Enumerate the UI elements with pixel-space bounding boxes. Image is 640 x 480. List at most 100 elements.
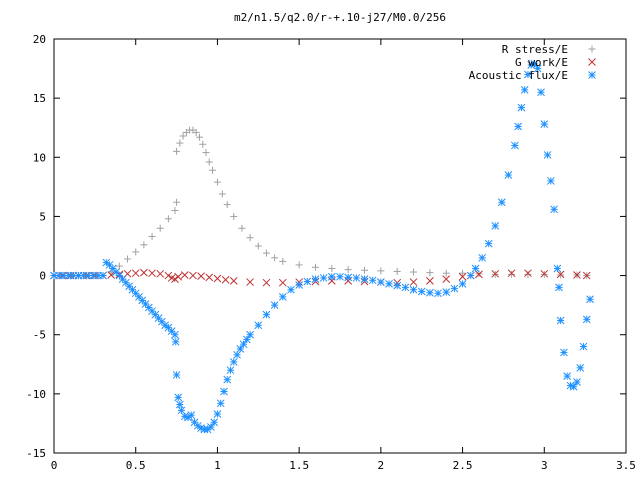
data-point bbox=[442, 269, 450, 277]
data-point bbox=[478, 253, 487, 262]
data-point bbox=[205, 273, 214, 282]
data-point bbox=[262, 278, 271, 287]
x-tick-label: 0 bbox=[51, 459, 58, 472]
data-point bbox=[229, 277, 238, 285]
chart-title: m2/n1.5/q2.0/r-+.10-j27/M0.0/256 bbox=[234, 11, 446, 24]
data-point bbox=[560, 348, 568, 357]
data-point bbox=[360, 275, 369, 283]
data-point bbox=[328, 264, 336, 272]
x-tick-label: 0.5 bbox=[126, 459, 146, 472]
data-point bbox=[409, 285, 418, 294]
data-point bbox=[172, 371, 181, 379]
data-point bbox=[192, 128, 200, 136]
y-tick-label: 5 bbox=[39, 210, 46, 223]
data-point bbox=[311, 263, 319, 271]
legend-label: G work/E bbox=[515, 56, 568, 69]
legend-marker bbox=[588, 58, 596, 66]
data-point bbox=[471, 264, 480, 273]
plot-area-frame bbox=[53, 38, 627, 454]
data-point bbox=[393, 267, 401, 275]
data-point bbox=[555, 283, 563, 292]
legend-label: Acoustic flux/E bbox=[469, 69, 568, 82]
data-point bbox=[361, 266, 369, 274]
data-point bbox=[530, 59, 539, 68]
data-point bbox=[458, 279, 467, 288]
data-point bbox=[156, 269, 165, 278]
y-tick-label: 10 bbox=[33, 151, 46, 164]
data-point bbox=[278, 278, 287, 287]
data-point bbox=[344, 273, 353, 282]
x-tick-label: 3.5 bbox=[616, 459, 636, 472]
data-point bbox=[569, 382, 578, 391]
data-point bbox=[132, 248, 140, 256]
data-point bbox=[175, 400, 184, 409]
data-point bbox=[327, 272, 336, 281]
data-point bbox=[450, 284, 459, 293]
data-point bbox=[164, 271, 173, 280]
data-point bbox=[205, 158, 213, 166]
data-point bbox=[236, 345, 245, 353]
data-point bbox=[221, 275, 230, 284]
data-point bbox=[458, 272, 467, 281]
x-tick-label: 1.5 bbox=[289, 459, 309, 472]
data-point bbox=[209, 166, 217, 174]
series-2 bbox=[50, 59, 594, 434]
data-point bbox=[579, 342, 588, 351]
data-point bbox=[173, 198, 181, 206]
data-point bbox=[434, 289, 442, 298]
legend-marker bbox=[588, 71, 596, 79]
data-point bbox=[171, 337, 180, 346]
data-point bbox=[563, 372, 572, 380]
data-point bbox=[213, 410, 222, 418]
data-point bbox=[226, 366, 235, 375]
data-marks bbox=[50, 59, 594, 434]
data-point bbox=[336, 272, 344, 281]
legend-label: R stress/E bbox=[502, 43, 568, 56]
data-point bbox=[344, 266, 352, 274]
axis-tick-labels: 0 0.5 1 1.5 2 2.5 3 3.5 20 15 10 5 0 -5 -10 -15 bbox=[26, 33, 636, 472]
data-point bbox=[295, 261, 303, 269]
data-point bbox=[171, 330, 179, 339]
data-point bbox=[556, 270, 565, 279]
data-point bbox=[295, 281, 303, 289]
data-point bbox=[459, 269, 467, 277]
data-point bbox=[497, 198, 506, 207]
data-point bbox=[278, 293, 287, 301]
data-point bbox=[524, 70, 532, 79]
data-point bbox=[220, 387, 228, 396]
data-point bbox=[187, 411, 196, 420]
data-point bbox=[582, 271, 591, 280]
data-point bbox=[171, 207, 179, 215]
data-point bbox=[195, 133, 203, 141]
data-point bbox=[202, 149, 210, 157]
data-point bbox=[508, 270, 516, 278]
data-point bbox=[491, 222, 500, 230]
data-point bbox=[199, 140, 207, 148]
data-point bbox=[475, 270, 483, 279]
data-point bbox=[540, 269, 549, 278]
x-tick-label: 2.5 bbox=[453, 459, 473, 472]
data-point bbox=[171, 275, 179, 283]
data-point bbox=[311, 275, 320, 283]
data-point bbox=[223, 375, 232, 384]
data-point bbox=[582, 315, 591, 324]
data-point bbox=[174, 272, 183, 281]
data-point bbox=[197, 272, 205, 281]
data-point bbox=[533, 64, 542, 73]
y-tick-label: -10 bbox=[26, 388, 46, 401]
data-point bbox=[238, 224, 246, 232]
data-point bbox=[246, 234, 254, 242]
data-point bbox=[164, 215, 172, 223]
data-point bbox=[543, 151, 552, 159]
y-tick-label: 20 bbox=[33, 33, 46, 46]
data-point bbox=[537, 88, 545, 97]
data-point bbox=[409, 278, 418, 286]
data-point bbox=[344, 277, 353, 285]
data-point bbox=[210, 418, 219, 427]
data-point bbox=[176, 139, 184, 147]
data-point bbox=[262, 249, 270, 257]
data-point bbox=[262, 310, 271, 319]
data-point bbox=[504, 171, 513, 179]
data-point bbox=[442, 275, 451, 283]
x-tick-label: 2 bbox=[378, 459, 385, 472]
